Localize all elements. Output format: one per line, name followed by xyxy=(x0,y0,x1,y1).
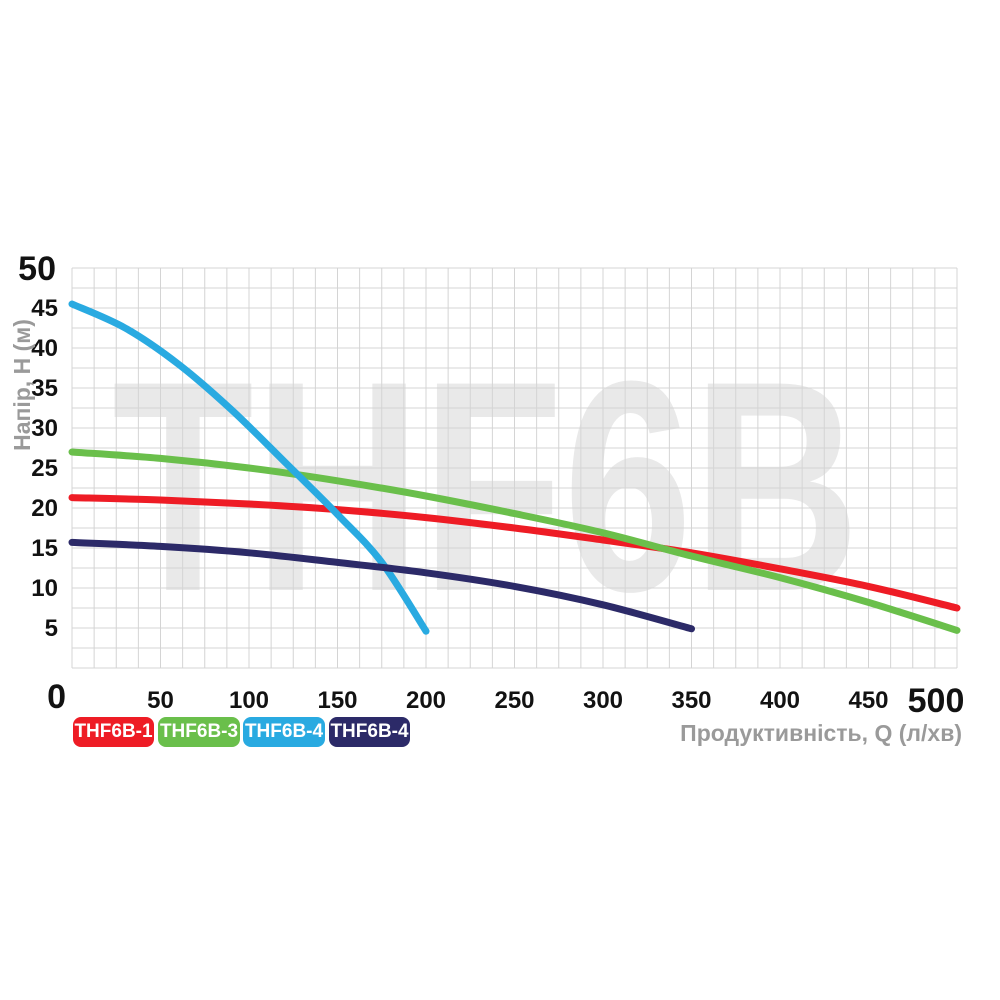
legend-badge-thf6b-1-1: THF6B-1 xyxy=(73,717,154,747)
x-tick-200: 200 xyxy=(406,687,446,714)
y-tick-30: 30 xyxy=(31,415,58,442)
y-axis-tick-labels: 45 40 35 30 25 20 15 10 5 xyxy=(31,295,58,642)
x-tick-250: 250 xyxy=(494,687,534,714)
legend-badge-thf6b-3-2: THF6B-3 xyxy=(158,717,240,747)
grid-lines xyxy=(71,267,958,669)
x-tick-400: 400 xyxy=(760,687,800,714)
x-tick-150: 150 xyxy=(317,687,357,714)
curve-thf6b-4-3 xyxy=(68,300,430,635)
y-axis-title: Напір, H (м) xyxy=(9,319,35,451)
curve-thf6b-1-1 xyxy=(68,494,961,612)
y-tick-45: 45 xyxy=(31,295,58,322)
y-tick-35: 35 xyxy=(31,375,58,402)
legend-badge-thf6b-4-3: THF6B-4 xyxy=(243,717,325,747)
x-tick-50: 50 xyxy=(147,687,174,714)
y-axis-max-label: 50 xyxy=(18,250,56,288)
pump-curves xyxy=(68,300,961,635)
curve-thf6b-4-4 xyxy=(68,538,695,633)
y-tick-25: 25 xyxy=(31,455,58,482)
y-tick-5: 5 xyxy=(45,615,58,642)
y-tick-40: 40 xyxy=(31,335,58,362)
legend-badge-thf6b-4-4: THF6B-4 xyxy=(329,717,410,747)
x-tick-350: 350 xyxy=(671,687,711,714)
y-tick-15: 15 xyxy=(31,535,58,562)
x-axis-max-label: 500 xyxy=(908,682,965,720)
x-tick-300: 300 xyxy=(583,687,623,714)
y-tick-20: 20 xyxy=(31,495,58,522)
origin-label: 0 xyxy=(47,678,66,716)
x-tick-100: 100 xyxy=(229,687,269,714)
y-tick-10: 10 xyxy=(31,575,58,602)
x-axis-title: Продуктивність, Q (л/хв) xyxy=(680,720,962,746)
x-axis-tick-labels: 50 100 150 200 250 300 350 400 450 xyxy=(147,687,888,714)
x-tick-450: 450 xyxy=(848,687,888,714)
curve-thf6b-3-2 xyxy=(68,448,961,634)
